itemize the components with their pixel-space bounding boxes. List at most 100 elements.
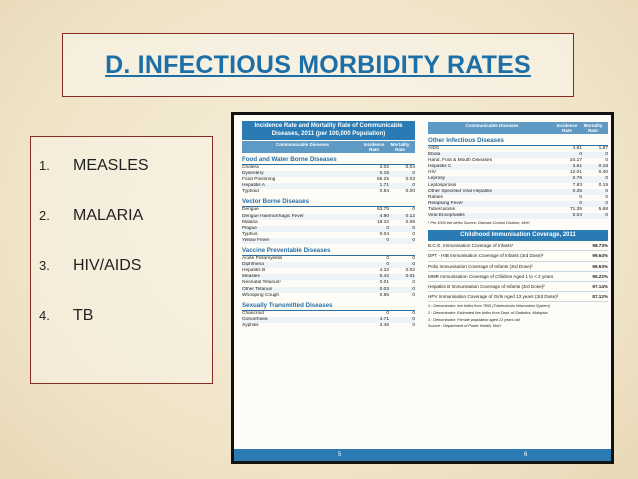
disease-name: Rabies: [428, 194, 443, 200]
mortality-rate: 0: [605, 213, 608, 219]
mortality-rate: 0: [412, 310, 415, 316]
incidence-rate: 0.76: [572, 176, 582, 182]
mortality-rate: 0: [605, 152, 608, 158]
col-disease-header: Communicable Diseases: [275, 142, 330, 147]
immunisation-footnote: 2 : Denominator: Estimated live births f…: [428, 311, 548, 316]
incidence-rate: 71.35: [569, 206, 582, 212]
table-row: Neonatal Tetanus¹ 0.01 0: [242, 280, 415, 286]
table-row: Viral Encephalitis 0.04 0: [428, 213, 608, 220]
other-infectious-rows: AIDS 4.61 1.97 Ebola 0 0 Hand, Foot & Mouth Di…: [428, 146, 608, 220]
incidence-rate: 24.17: [569, 158, 582, 164]
mortality-rate: 0: [412, 316, 415, 322]
col-incidence-header: Incidence Rate: [556, 123, 578, 133]
mortality-rate: 0.00: [405, 189, 415, 195]
incidence-rate: 0: [579, 194, 582, 200]
mortality-rate: 0: [412, 262, 415, 268]
disease-name: Typhus: [242, 231, 258, 237]
immunisation-value: 97.14%: [592, 284, 608, 290]
mortality-rate: 0: [412, 286, 415, 292]
col-mortality-header: Mortality Rate: [583, 123, 603, 133]
mortality-rate: 0: [605, 188, 608, 194]
disease-name: Diphtheria: [242, 262, 264, 268]
mortality-rate: 0: [412, 225, 415, 231]
incidence-rate: 3.61: [572, 164, 582, 170]
disease-name: HIV: [428, 170, 436, 176]
section-title: Sexually Transmitted Diseases: [242, 302, 415, 311]
table-row: Syphilis 3.46 0: [242, 323, 415, 329]
incidence-rate: 4.71: [379, 316, 389, 322]
list-item-number: 2.: [39, 208, 50, 223]
immunisation-label: Hepatitis B Immunisation Coverage of Inf…: [428, 284, 545, 290]
incidence-rate: 0: [579, 152, 582, 158]
disease-name: Viral Encephalitis: [428, 213, 465, 219]
disease-name: Hand, Foot & Mouth Diseases: [428, 158, 492, 164]
disease-name: Tuberculosis: [428, 206, 456, 212]
list-item: 1. MEASLES: [39, 157, 149, 175]
immunisation-label: HPV Immunisation Coverage of Girls Aged …: [428, 294, 559, 300]
table-row: Typhus 0.04 0: [242, 232, 415, 238]
immunisation-label: B.C.G. Immunisation Coverage of Infants¹: [428, 243, 514, 249]
incidence-rate: 7.83: [572, 182, 582, 188]
mortality-rate: 0: [412, 207, 415, 213]
immunisation-row: B.C.G. Immunisation Coverage of Infants¹…: [428, 241, 608, 252]
mortality-rate: 1.97: [598, 146, 608, 151]
immunisation-value: 95.22%: [592, 273, 608, 279]
disease-name: Yellow Fever: [242, 237, 270, 243]
mortality-rate: 0.02: [405, 268, 415, 274]
right-column-headers: Communicable Diseases Incidence Rate Mor…: [428, 122, 608, 134]
immunisation-value: 87.12%: [592, 294, 608, 300]
table-row: Food Poisoning 56.25 0.03: [242, 177, 415, 183]
table-row: Leprosy 0.76 0: [428, 176, 608, 183]
incidence-rate: 4.32: [379, 268, 389, 274]
disease-name: Other Tetanus: [242, 286, 273, 292]
table-row: Hepatitis B 4.32 0.02: [242, 268, 415, 274]
disease-name: Hepatitis A: [242, 183, 265, 189]
table-row: Other Tetanus 0.03 0: [242, 286, 415, 293]
disease-name: Typhoid: [242, 189, 259, 195]
incidence-rate: 5.42: [379, 274, 389, 280]
immunisation-footnote: Source : Department of Public Health, Mo…: [428, 324, 501, 329]
table-row: Hepatitis A 1.71 0: [242, 183, 415, 190]
incidence-rate: 63.75: [376, 207, 389, 213]
col-disease-header: Communicable Diseases: [465, 123, 519, 128]
mortality-rate: 0: [412, 171, 415, 177]
list-item-number: 1.: [39, 158, 50, 173]
mortality-rate: 0: [412, 183, 415, 189]
table-row: Relapsing Fever 0 0: [428, 200, 608, 207]
page-number-right: 6: [524, 452, 528, 458]
incidence-rate: 0.04: [379, 231, 389, 237]
incidence-rate: 4.61: [572, 146, 582, 151]
incidence-rate: 0.84: [379, 189, 389, 195]
mortality-rate: 5.68: [598, 206, 608, 212]
other-infectious-section-title: Other Infectious Diseases: [428, 137, 608, 146]
right-page: Communicable Diseases Incidence Rate Mor…: [428, 121, 608, 329]
disease-name: Plague: [242, 225, 257, 231]
incidence-rate: 0.15: [379, 171, 389, 177]
disease-name: Gonorrhoea: [242, 316, 268, 322]
list-item: 4. TB: [39, 307, 93, 325]
left-page: Incidence Rate and Mortality Rate of Com…: [242, 121, 415, 329]
incidence-rate: 0: [386, 256, 389, 262]
mortality-rate: 0.06: [405, 219, 415, 225]
immunisation-row: HPV Immunisation Coverage of Girls Aged …: [428, 292, 608, 303]
table-row: Dengue 63.75 0: [242, 207, 415, 213]
immunisation-footnotes: 1 : Denominator: live births from TBIS (…: [428, 304, 608, 328]
mortality-rate: 0.18: [598, 164, 608, 170]
immunisation-label: Polio Immunisation Coverage of Infants (…: [428, 263, 533, 269]
disease-name: Neonatal Tetanus¹: [242, 280, 281, 286]
incidence-rate: 0.04: [572, 213, 582, 219]
disease-name: Chancroid: [242, 310, 264, 316]
incidence-rate: 0.01: [379, 280, 389, 286]
mortality-rate: 0.19: [598, 182, 608, 188]
list-item: 3. HIV/AIDS: [39, 257, 141, 275]
mortality-rate: 0: [412, 292, 415, 298]
immunisation-header: Childhood Immunisation Coverage, 2011: [428, 229, 608, 242]
list-item-text: MEASLES: [73, 157, 149, 174]
table-row: Leptospirosis 7.83 0.19: [428, 183, 608, 189]
incidence-rate: 0: [579, 200, 582, 206]
incidence-rate: 0: [386, 262, 389, 268]
slide-title-box: D. INFECTIOUS MORBIDITY RATES: [62, 33, 574, 97]
mortality-rate: 0: [605, 194, 608, 200]
table-row: Chancroid 0 0: [242, 311, 415, 317]
incidence-rate: 0: [386, 225, 389, 231]
